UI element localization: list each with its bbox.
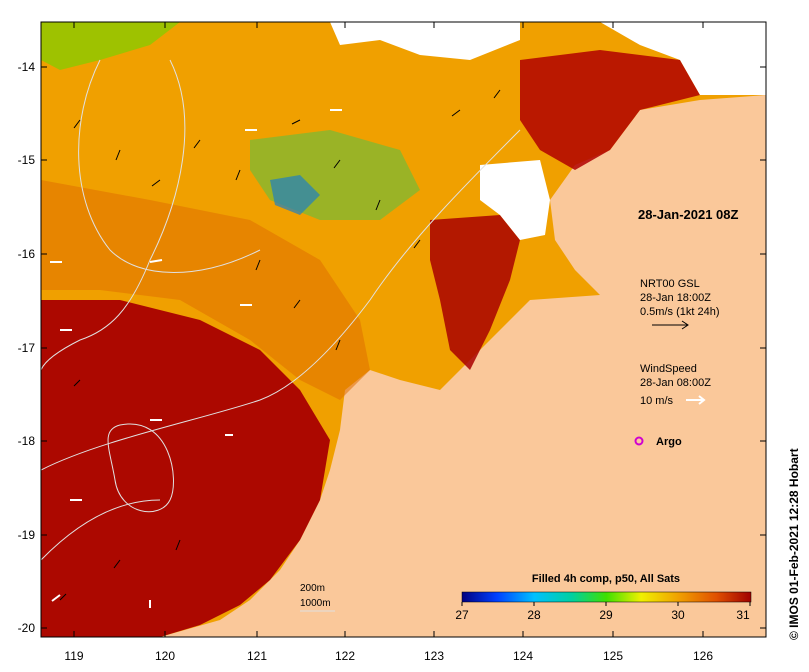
colorbar-tick-29: 29	[599, 608, 613, 622]
colorbar: Filled 4h comp, p50, All Sats 27 28 29 3…	[455, 573, 752, 622]
colorbar-tick-27: 27	[455, 608, 469, 622]
lat-label-18: -18	[18, 434, 36, 448]
lat-label-17: -17	[18, 341, 36, 355]
sst-hot-northeast	[520, 50, 700, 170]
lon-label-119: 119	[64, 649, 83, 663]
wind-legend-time: 28-Jan 08:00Z	[640, 377, 711, 389]
lat-axis	[41, 66, 766, 629]
wind-scale-arrow-icon	[686, 395, 706, 405]
lon-label-121: 121	[247, 649, 267, 663]
current-vectors	[59, 89, 501, 601]
current-legend-scale: 0.5m/s (1kt 24h)	[640, 306, 719, 318]
lon-axis	[73, 22, 704, 637]
lat-label-19: -19	[18, 528, 36, 542]
sst-hot-gulf	[430, 215, 520, 370]
current-legend-title: NRT00 GSL	[640, 278, 700, 290]
date-label: 28-Jan-2021 08Z	[638, 207, 739, 222]
lon-label-123: 123	[424, 649, 444, 663]
cloud-mask-coast	[480, 160, 550, 240]
lat-label-16: -16	[18, 247, 36, 261]
contour-200m-label: 200m	[300, 583, 325, 594]
colorbar-tick-30: 30	[671, 608, 685, 622]
colorbar-scale	[461, 591, 752, 603]
cloud-mask-north	[330, 22, 520, 60]
lon-label-124: 124	[513, 649, 533, 663]
argo-marker[interactable]	[634, 436, 644, 446]
colorbar-tick-28: 28	[527, 608, 541, 622]
lon-label-125: 125	[603, 649, 623, 663]
wind-legend-title: WindSpeed	[640, 363, 697, 375]
wind-legend-scale: 10 m/s	[640, 395, 674, 407]
wind-legend: WindSpeed 28-Jan 08:00Z 10 m/s	[640, 363, 711, 407]
lon-label-122: 122	[335, 649, 355, 663]
argo-label: Argo	[656, 436, 682, 448]
land-mass	[160, 95, 766, 637]
bathymetry-legend: 200m 1000m	[300, 583, 335, 612]
lat-label-20: -20	[18, 621, 36, 635]
colorbar-ticks	[461, 602, 751, 606]
bathymetry-contours	[41, 59, 521, 561]
contour-1000m-label: 1000m	[300, 598, 331, 609]
wind-vectors	[50, 109, 342, 608]
sst-warm-band	[41, 180, 370, 400]
current-legend-time: 28-Jan 18:00Z	[640, 292, 711, 304]
lat-label-14: -14	[18, 60, 36, 74]
colorbar-title: Filled 4h comp, p50, All Sats	[532, 573, 680, 585]
map-area	[41, 22, 766, 637]
map-frame	[40, 21, 767, 638]
sst-cold-spot	[270, 175, 320, 215]
cloud-mask-northeast	[600, 22, 766, 95]
current-legend: NRT00 GSL 28-Jan 18:00Z 0.5m/s (1kt 24h)	[640, 278, 719, 330]
sst-cool-north	[41, 22, 180, 70]
colorbar-tick-31: 31	[736, 608, 750, 622]
imos-credit: © IMOS 01-Feb-2021 12:28 Hobart	[787, 448, 801, 640]
lon-label-126: 126	[693, 649, 713, 663]
lon-label-120: 120	[155, 649, 175, 663]
lat-label-15: -15	[18, 153, 36, 167]
sst-hot-coastal	[41, 300, 330, 637]
current-scale-arrow-icon	[652, 320, 689, 330]
